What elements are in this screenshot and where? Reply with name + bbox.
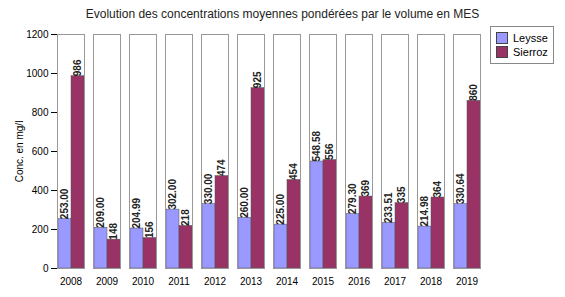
svg-text:335: 335	[396, 186, 407, 203]
svg-text:2017: 2017	[384, 276, 407, 287]
svg-text:369: 369	[360, 179, 371, 196]
svg-text:600: 600	[32, 146, 49, 157]
svg-text:148: 148	[108, 223, 119, 240]
svg-text:860: 860	[468, 84, 479, 101]
svg-text:209.00: 209.00	[95, 197, 106, 228]
svg-text:330.64: 330.64	[455, 173, 466, 204]
svg-text:200: 200	[32, 224, 49, 235]
svg-text:2012: 2012	[204, 276, 227, 287]
svg-text:556: 556	[324, 143, 335, 160]
svg-text:253.00: 253.00	[59, 188, 70, 219]
svg-text:548.58: 548.58	[311, 131, 322, 162]
svg-text:302.00: 302.00	[167, 179, 178, 210]
svg-text:2013: 2013	[240, 276, 263, 287]
svg-text:1200: 1200	[26, 29, 49, 40]
svg-text:1000: 1000	[26, 68, 49, 79]
svg-text:279.30: 279.30	[347, 183, 358, 214]
svg-text:800: 800	[32, 107, 49, 118]
svg-text:2015: 2015	[312, 276, 335, 287]
html-text:Leysse: Leysse	[513, 32, 548, 44]
svg-text:925: 925	[252, 71, 263, 88]
svg-text:2008: 2008	[60, 276, 83, 287]
svg-text:400: 400	[32, 185, 49, 196]
svg-text:454: 454	[288, 163, 299, 180]
svg-text:260.00: 260.00	[239, 187, 250, 218]
svg-text:474: 474	[216, 159, 227, 176]
html-text:Sierroz: Sierroz	[513, 46, 548, 58]
svg-text:214.98: 214.98	[419, 196, 430, 227]
svg-text:2010: 2010	[132, 276, 155, 287]
svg-text:0: 0	[43, 263, 49, 274]
svg-text:156: 156	[144, 221, 155, 238]
svg-text:233.51: 233.51	[383, 192, 394, 223]
svg-text:330.00: 330.00	[203, 173, 214, 204]
svg-text:364: 364	[432, 180, 443, 197]
svg-text:Conc. en mg/l: Conc. en mg/l	[14, 121, 25, 183]
svg-text:204.99: 204.99	[131, 198, 142, 229]
svg-text:225.00: 225.00	[275, 194, 286, 225]
svg-text:2011: 2011	[168, 276, 190, 287]
svg-text:2016: 2016	[348, 276, 371, 287]
svg-text:2009: 2009	[96, 276, 119, 287]
svg-text:986: 986	[72, 59, 83, 76]
html-text:Evolution des concentrations m: Evolution des concentrations moyennes po…	[85, 7, 480, 21]
svg-text:2018: 2018	[420, 276, 443, 287]
svg-text:218: 218	[180, 209, 191, 226]
svg-text:2014: 2014	[276, 276, 299, 287]
svg-text:2019: 2019	[456, 276, 479, 287]
